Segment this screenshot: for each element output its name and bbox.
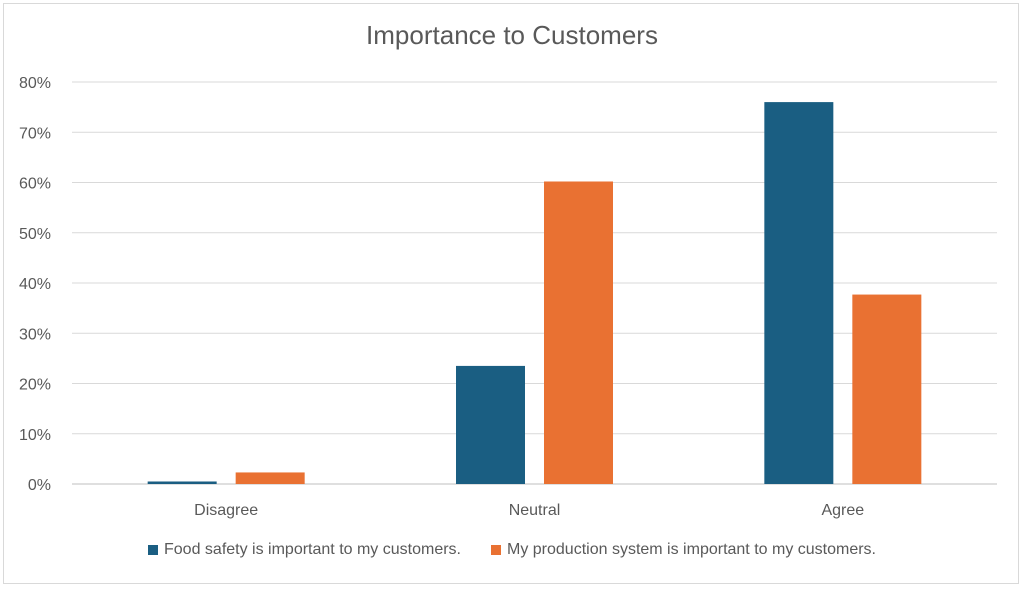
legend-swatch-food-safety (148, 545, 158, 555)
y-tick-label: 70% (19, 125, 51, 142)
chart-frame (3, 3, 1019, 584)
legend-item-food-safety: Food safety is important to my customers… (148, 541, 461, 559)
bar-agree-series-1 (764, 102, 834, 484)
bar-disagree-series-2 (235, 472, 305, 484)
y-tick-label: 60% (19, 176, 51, 193)
bar-neutral-series-2 (544, 181, 613, 484)
y-tick-label: 40% (19, 276, 51, 293)
y-tick-label: 50% (19, 226, 51, 243)
bar-neutral-series-1 (456, 365, 525, 484)
x-tick-label: Neutral (509, 502, 561, 519)
y-tick-label: 30% (19, 326, 51, 343)
bar-agree-series-2 (852, 294, 922, 484)
legend-swatch-production-system (491, 545, 501, 555)
legend-label-production-system: My production system is important to my … (507, 541, 876, 558)
chart-title: Importance to Customers (366, 20, 658, 50)
bar-disagree-series-1 (147, 481, 217, 484)
y-tick-label: 80% (19, 75, 51, 92)
x-tick-label: Agree (821, 502, 864, 519)
y-tick-label: 0% (28, 477, 51, 494)
legend-label-food-safety: Food safety is important to my customers… (164, 541, 461, 558)
chart-legend: Food safety is important to my customers… (0, 541, 1024, 559)
x-tick-label: Disagree (194, 502, 258, 519)
y-tick-label: 20% (19, 377, 51, 394)
legend-item-production-system: My production system is important to my … (491, 541, 876, 559)
y-tick-label: 10% (19, 427, 51, 444)
